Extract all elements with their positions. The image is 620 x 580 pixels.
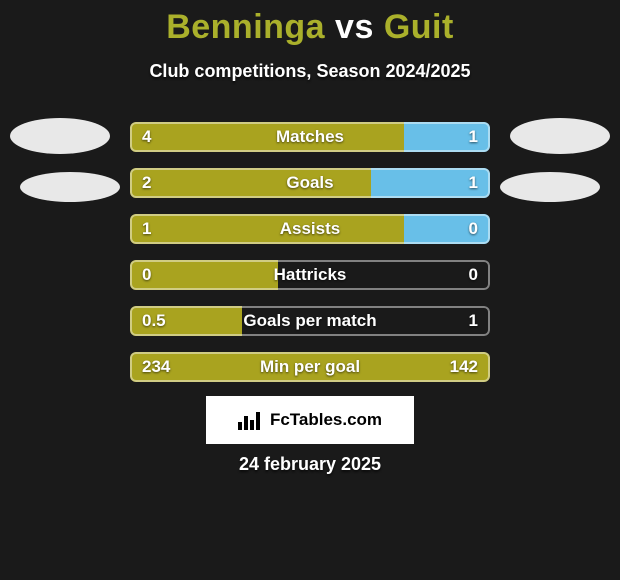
row-label: Min per goal bbox=[130, 352, 490, 382]
row-label: Goals bbox=[130, 168, 490, 198]
stat-row-min-per-goal: 234142Min per goal bbox=[130, 352, 490, 382]
comparison-card: Benninga vs Guit Club competitions, Seas… bbox=[0, 0, 620, 580]
stat-row-matches: 41Matches bbox=[130, 122, 490, 152]
date-text: 24 february 2025 bbox=[0, 454, 620, 475]
vs-separator: vs bbox=[335, 8, 374, 46]
stat-row-goals: 21Goals bbox=[130, 168, 490, 198]
stat-row-hattricks: 00Hattricks bbox=[130, 260, 490, 290]
stat-row-assists: 10Assists bbox=[130, 214, 490, 244]
row-label: Hattricks bbox=[130, 260, 490, 290]
row-label: Goals per match bbox=[130, 306, 490, 336]
stats-rows: 41Matches 21Goals 10Assists 00Hattricks 0.51… bbox=[130, 122, 490, 398]
stat-row-goals-per-match: 0.51Goals per match bbox=[130, 306, 490, 336]
player1-name: Benninga bbox=[166, 8, 325, 46]
logo-text: FcTables.com bbox=[270, 410, 382, 430]
player2-badge bbox=[500, 172, 600, 202]
player1-badge bbox=[20, 172, 120, 202]
subtitle: Club competitions, Season 2024/2025 bbox=[0, 61, 620, 82]
barchart-icon bbox=[238, 410, 262, 430]
player1-avatar bbox=[10, 118, 110, 154]
row-label: Assists bbox=[130, 214, 490, 244]
player2-name: Guit bbox=[384, 8, 454, 46]
site-logo: FcTables.com bbox=[206, 396, 414, 444]
player2-avatar bbox=[510, 118, 610, 154]
page-title: Benninga vs Guit bbox=[0, 0, 620, 47]
row-label: Matches bbox=[130, 122, 490, 152]
